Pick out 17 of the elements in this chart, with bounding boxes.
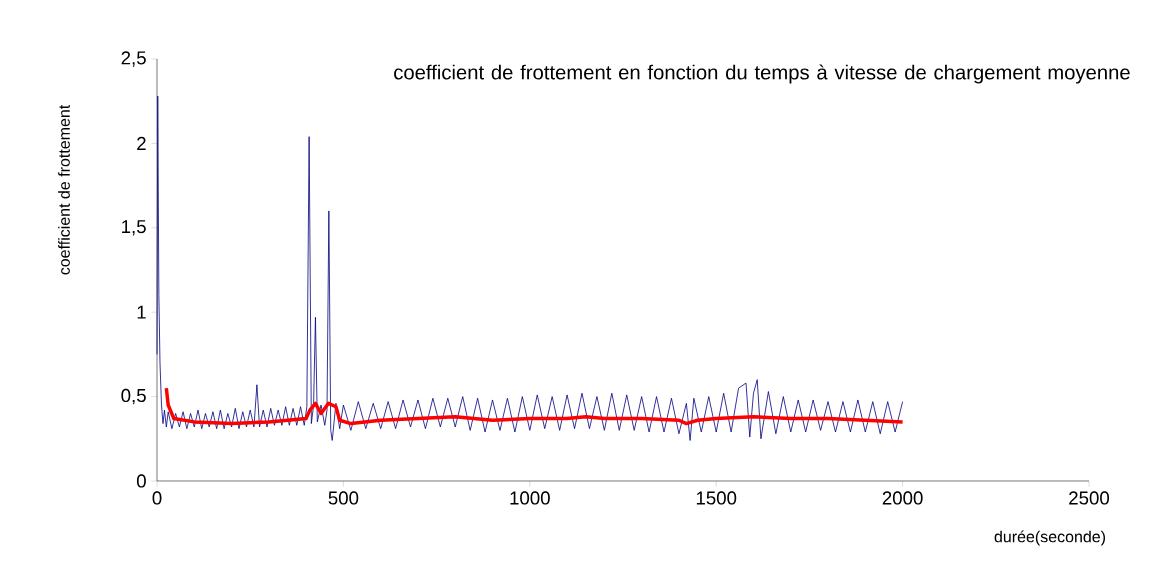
x-tick-label: 2000 [882, 491, 923, 505]
x-tick-label: 0 [152, 491, 162, 505]
y-tick-label: 1 [137, 305, 146, 319]
y-tick-label: 2 [137, 136, 146, 150]
x-axis-title: durée(seconde) [994, 530, 1106, 546]
x-tick-label: 2500 [1069, 491, 1110, 505]
y-tick-label: 1,5 [122, 220, 146, 236]
line-series [156, 95, 903, 441]
y-axis-title: coefficient de frottement [58, 104, 70, 275]
line-series [164, 386, 905, 426]
x-tick-label: 1500 [696, 491, 737, 505]
chart-title: coefficient de frottement en fonction du temps à vitesse de chargement moyenne [394, 64, 1130, 84]
x-tick-label: 500 [328, 491, 359, 505]
y-tick-label: 2,5 [121, 51, 146, 67]
y-tick-label: 0,5 [121, 388, 146, 405]
y-tick-label: 0 [136, 474, 146, 488]
x-tick-label: 1000 [510, 491, 550, 505]
